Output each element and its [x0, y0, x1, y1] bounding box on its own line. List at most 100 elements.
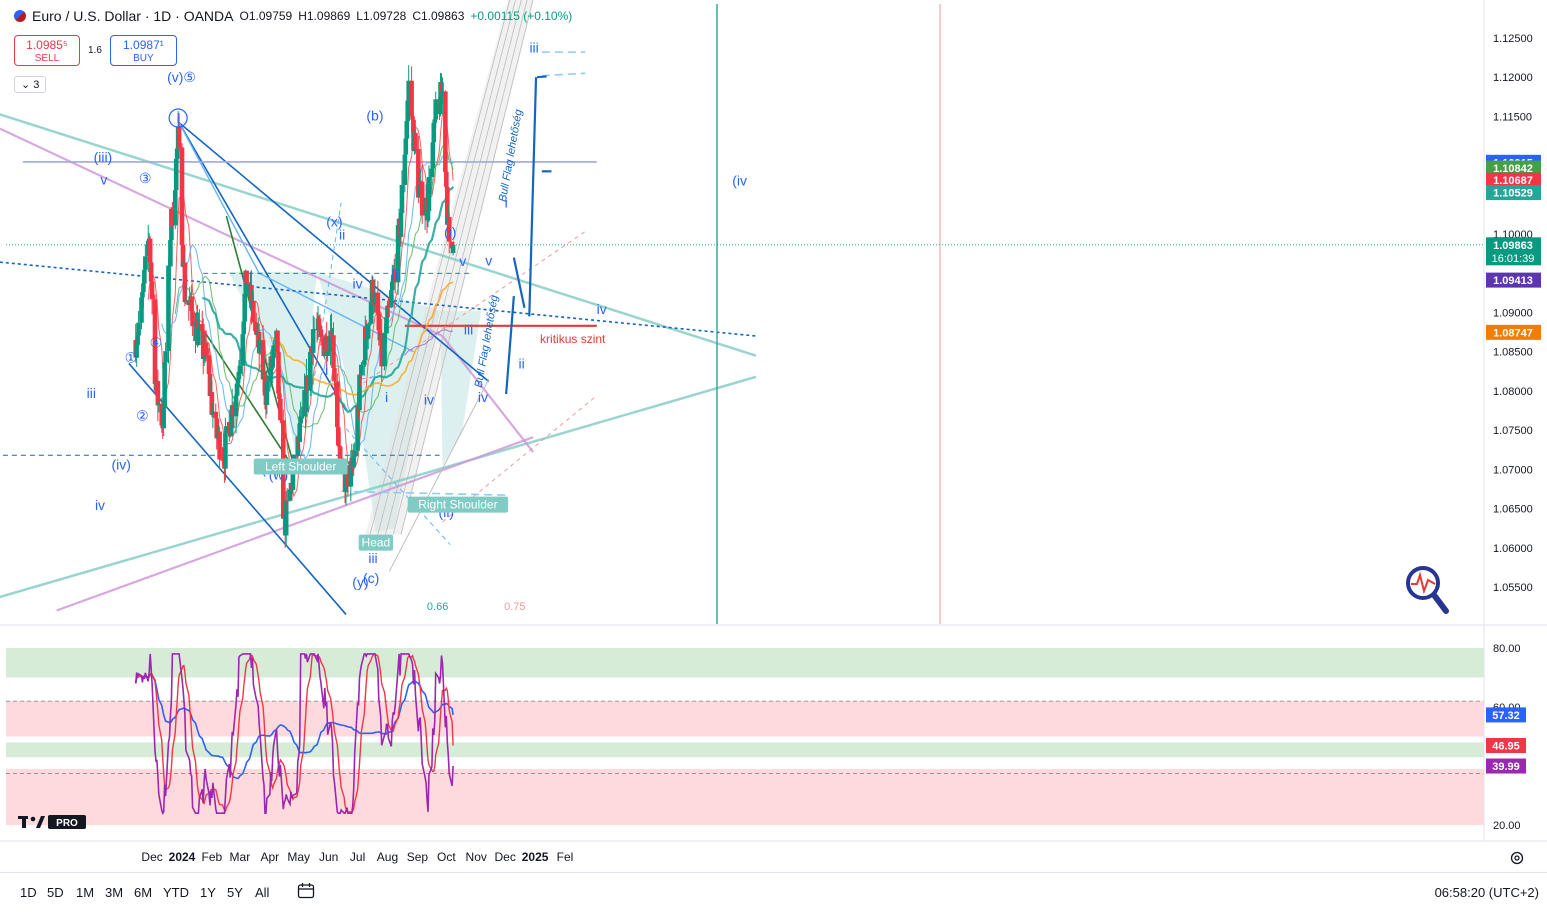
candle-body [170, 208, 175, 226]
candle [163, 342, 168, 375]
candle-body [359, 364, 364, 376]
candle [318, 322, 324, 346]
wave-label-circle [168, 108, 188, 128]
candles [133, 65, 456, 548]
candle [142, 267, 147, 293]
candle [166, 258, 171, 364]
candle-body [189, 296, 194, 312]
candle-body [241, 321, 247, 335]
candle [149, 268, 155, 315]
sell-button[interactable]: 1.0985⁵ SELL [14, 35, 80, 66]
candle-body [351, 456, 357, 468]
flag-line [528, 77, 538, 317]
candle-body [270, 357, 275, 368]
candle-body [229, 405, 235, 429]
range-button-5d[interactable]: 5D [47, 885, 64, 900]
range-button-6m[interactable]: 6M [134, 885, 153, 900]
candle-body [430, 142, 436, 169]
candle [275, 330, 280, 355]
candle-body [267, 375, 273, 382]
utc-clock[interactable]: 06:58:20 (UTC+2) [1434, 885, 1539, 900]
candle-body [345, 465, 351, 487]
rsi-background [6, 648, 1484, 825]
wave-label: (c) [363, 570, 379, 586]
candle [311, 317, 317, 337]
buy-button[interactable]: 1.0987¹ BUY [109, 35, 177, 66]
candle-body [450, 244, 456, 253]
rsi-tick: 80.00 [1493, 643, 1521, 655]
time-tick: Mar [230, 850, 251, 864]
time-tick: Jul [350, 850, 365, 864]
range-button-1m[interactable]: 1M [76, 885, 95, 900]
price-tick: 1.07000 [1493, 464, 1533, 476]
candle-body [224, 426, 229, 434]
candle-body [201, 356, 207, 360]
buy-label: BUY [133, 53, 154, 64]
candle-body [364, 338, 370, 340]
candle-body [336, 445, 342, 447]
channel-line [369, 0, 511, 535]
heartbeat-line [1411, 571, 1436, 595]
wave-label: i [325, 362, 328, 378]
candle-body [237, 365, 243, 374]
candle-body [206, 355, 212, 374]
candle-body [152, 299, 158, 385]
candle [419, 164, 425, 224]
price-badge-text: 1.10529 [1493, 188, 1533, 200]
price-tick: 1.12000 [1493, 72, 1533, 84]
time-tick: Dec [141, 850, 162, 864]
candle-body [236, 373, 242, 379]
candle [385, 300, 390, 318]
range-button-1d[interactable]: 1D [20, 885, 37, 900]
calendar-icon[interactable] [297, 882, 315, 899]
price-badge-text: 1.09413 [1493, 275, 1533, 287]
candle-body [386, 305, 391, 308]
candle [399, 170, 405, 215]
candle-body [275, 330, 280, 353]
symbol-title[interactable]: Euro / U.S. Dollar · 1D · OANDA [32, 8, 234, 24]
candle-body [443, 91, 448, 172]
settings-gear-icon[interactable] [1509, 850, 1525, 866]
range-button-1y[interactable]: 1Y [200, 885, 216, 900]
drawing-layer [0, 0, 1484, 624]
candle [240, 330, 246, 377]
range-button-ytd[interactable]: YTD [163, 885, 189, 900]
price-badge [1486, 272, 1541, 288]
candle-body [210, 411, 216, 415]
range-button-all[interactable]: All [255, 885, 270, 900]
candle-body [249, 285, 254, 308]
wave-label: ① [125, 349, 138, 365]
candle [310, 315, 316, 366]
ma-30 [174, 145, 454, 429]
rsi-badge [1486, 737, 1526, 753]
price-badge [1486, 237, 1541, 266]
fib-label: 0.75 [504, 601, 525, 613]
candle [176, 113, 182, 153]
time-tick: Dec [495, 850, 516, 864]
candle [230, 401, 236, 428]
dotted-trend-line [0, 261, 757, 337]
range-button-3m[interactable]: 3M [105, 885, 124, 900]
pattern-label-bg [253, 458, 348, 475]
candle [364, 337, 370, 347]
candle-body [308, 351, 313, 391]
candle-body [398, 212, 404, 237]
indicator-collapse-button[interactable]: ⌄ 3 [14, 76, 47, 93]
blue-dashed-line [345, 428, 451, 545]
candle-body [318, 329, 324, 338]
ohlc-close: C1.09863 [412, 9, 465, 23]
candle-body [140, 291, 145, 298]
candle-body [389, 290, 394, 308]
range-button-5y[interactable]: 5Y [227, 885, 243, 900]
candle [136, 310, 141, 347]
candle-body [161, 408, 166, 429]
candle-body [147, 238, 153, 263]
flag-line [512, 257, 526, 309]
candle [351, 443, 357, 477]
wave-label: i [505, 195, 508, 211]
teal-resistance-line [0, 113, 757, 357]
candle-body [190, 311, 195, 327]
light-blue-line-2 [258, 272, 414, 353]
candle [224, 425, 229, 447]
